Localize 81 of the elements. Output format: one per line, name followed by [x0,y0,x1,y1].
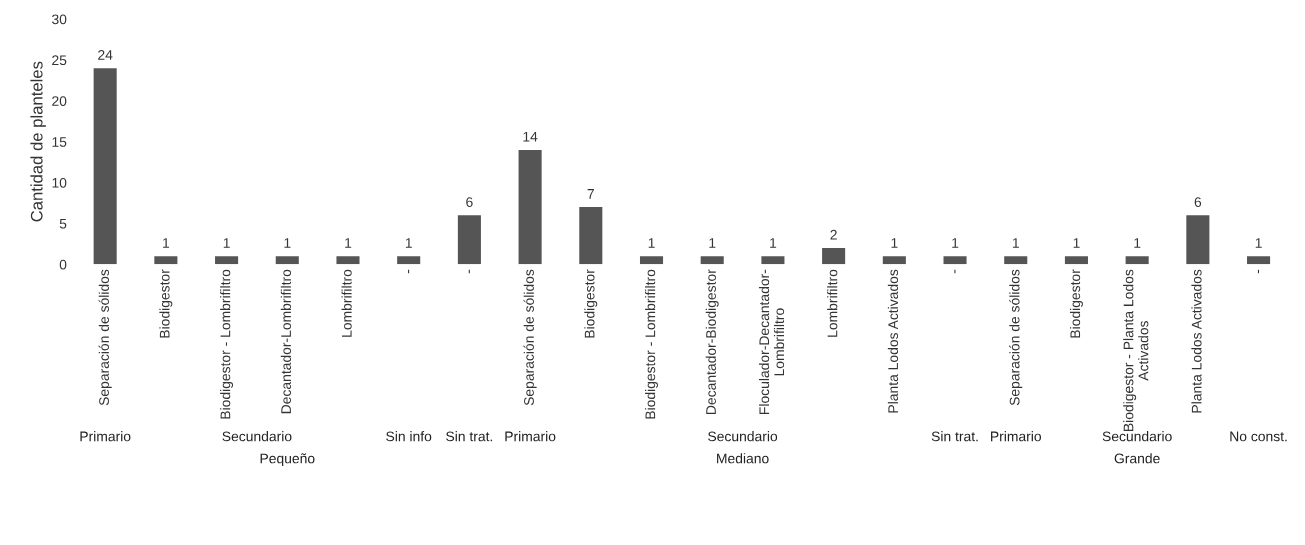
x-tick-label: - [468,269,470,274]
bar [943,256,967,265]
bar [579,207,603,265]
bar [215,256,239,265]
y-tick-label: 30 [52,14,67,25]
bar [93,68,117,265]
bar [397,256,421,265]
bar [761,256,785,265]
text: Secundario [222,431,292,442]
data-label: 1 [223,238,230,248]
bar [882,256,906,265]
bar [1064,256,1088,265]
data-label: 7 [587,189,594,199]
data-label: 6 [1194,197,1202,207]
x-tick-label: Separación de sólidos [98,269,112,406]
bar [1125,256,1149,265]
bar [700,256,724,265]
bar [822,247,846,265]
data-label: 1 [1134,238,1141,248]
x-tick-label: Planta Lodos Activados [887,269,899,413]
text: Sin info [386,431,432,442]
data-label: 2 [830,229,837,240]
x-tick-label: Biodigestor [159,269,173,338]
data-label: 1 [1255,238,1262,248]
data-label: 1 [284,238,291,248]
x-tick-label: - [408,269,410,274]
data-label: 1 [163,238,170,248]
data-label: 1 [891,238,898,248]
y-tick-label: 10 [52,177,67,188]
text: Mediano [717,453,769,464]
text: Primario [80,431,131,442]
text: Secundario [708,431,778,442]
bar [1186,215,1210,265]
data-label: 1 [770,238,777,248]
x-tick-label: Separación de sólidos [523,269,537,406]
data-label: 1 [345,238,352,248]
x-tick-label: Planta Lodos Activados [1191,269,1202,413]
text: Sin trat. [931,431,978,442]
x-tick-label: Decantador-Biodigestor [705,269,719,414]
data-label: 1 [648,238,655,248]
bar [275,256,299,265]
data-label: 1 [1012,238,1019,248]
data-label: 1 [1073,238,1080,248]
text: Pequeño [260,453,315,467]
text: Primario [991,431,1042,442]
x-tick-label: Biodigestor - Lombrifiltro [645,269,658,419]
bar [336,256,360,265]
x-tick-label: Lombrifiltro [341,269,352,337]
x-tick-label: Lombrifiltro [827,269,838,337]
data-label: 1 [405,238,412,248]
text: Secundario [1102,431,1172,442]
bar [1247,256,1271,265]
x-tick-label: Decantador-Lombrifiltro [280,269,292,414]
bar [1004,256,1028,265]
data-label: 1 [952,238,959,248]
x-tick-label: Floculador-Decantador-Lombrifiltro [758,269,785,414]
x-tick-label: Separación de sólidos [1009,269,1023,406]
y-tick-label: 25 [52,55,67,66]
bar [518,149,542,265]
bar [154,256,178,265]
text: Sin trat. [446,431,493,442]
data-label: 1 [709,238,716,248]
text: No const. [1230,431,1287,442]
y-tick-label: 20 [52,96,67,106]
x-tick-label: Biodigestor [1069,269,1083,338]
x-tick-label: Biodigestor [584,269,598,338]
text: Primario [505,431,556,442]
y-tick-label: 0 [59,259,67,270]
y-tick-label: 5 [59,218,67,229]
x-tick-label: - [954,269,956,274]
x-tick-label: Biodigestor - Lombrifiltro [220,269,234,419]
text: Grande [1114,453,1160,464]
x-tick-label: Biodigestor - Planta Lodos Activados [1123,269,1149,431]
bar [639,256,664,265]
data-label: 24 [98,49,113,60]
x-tick-label: - [1257,269,1260,274]
data-label: 14 [523,131,538,142]
data-label: 6 [466,197,473,207]
y-axis-title: Cantidad de planteles [30,61,46,222]
y-tick-label: 15 [52,137,67,147]
bar [457,215,481,265]
